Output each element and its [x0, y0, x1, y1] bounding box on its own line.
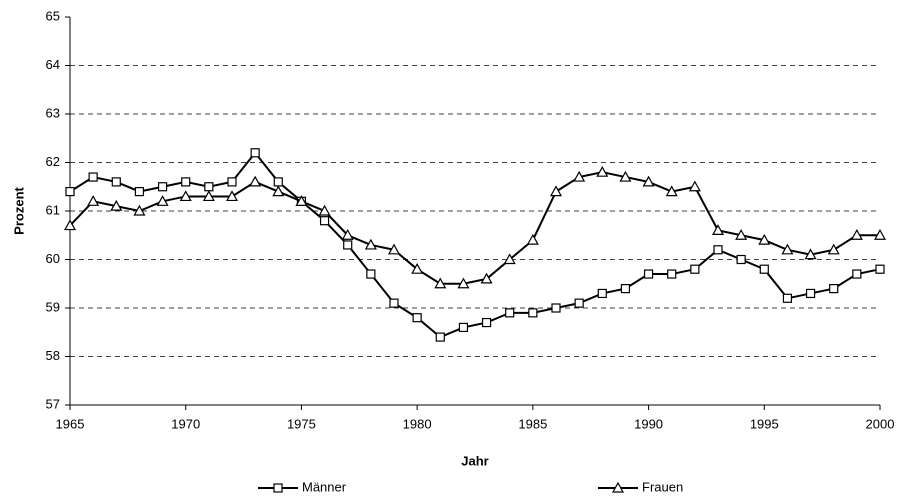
y-tick-label: 63 [46, 105, 60, 120]
data-point [480, 272, 493, 284]
data-point [852, 269, 862, 279]
data-point [181, 177, 191, 187]
data-point [667, 269, 677, 279]
data-point [318, 204, 331, 216]
y-tick-label: 64 [46, 57, 60, 72]
x-tick-label: 1970 [171, 416, 200, 431]
y-tick-label: 59 [46, 299, 60, 314]
data-point [133, 204, 146, 216]
data-point [272, 185, 285, 197]
data-point [526, 233, 539, 245]
data-point [458, 322, 469, 332]
x-tick-label: 1990 [634, 416, 663, 431]
data-point [63, 219, 77, 231]
data-point [481, 317, 492, 328]
data-point [249, 175, 262, 187]
data-point [597, 288, 607, 299]
data-point [688, 180, 701, 192]
y-tick-label: 62 [46, 154, 60, 169]
x-tick-label: 1965 [56, 416, 85, 431]
data-point [829, 284, 839, 294]
data-point [759, 264, 769, 274]
data-point [573, 170, 586, 182]
data-point [341, 229, 354, 240]
data-point [389, 298, 399, 308]
data-point [434, 277, 447, 289]
data-point [412, 313, 422, 323]
data-point [435, 332, 445, 342]
data-point [713, 245, 723, 255]
legend-label: Männer [302, 479, 347, 494]
data-point [619, 170, 632, 182]
x-tick-label: 2000 [866, 416, 895, 431]
data-point [782, 293, 793, 303]
data-point [503, 253, 516, 265]
data-point [758, 233, 771, 245]
data-point [319, 216, 330, 226]
legend-label: Frauen [642, 479, 683, 494]
data-point [179, 190, 192, 202]
data-point [110, 199, 123, 211]
data-point [804, 248, 817, 260]
data-point [250, 148, 260, 158]
data-point [620, 284, 631, 294]
data-point [343, 240, 353, 250]
data-point [111, 177, 121, 187]
data-point [273, 177, 283, 187]
legend-marker [611, 481, 625, 493]
data-point [364, 238, 377, 250]
data-point [156, 195, 169, 206]
x-tick-label: 1980 [403, 416, 432, 431]
data-point [88, 172, 98, 182]
data-point [781, 243, 794, 255]
data-point [65, 187, 75, 197]
data-point [873, 229, 887, 240]
data-point [642, 175, 655, 187]
data-point [528, 308, 538, 318]
data-point [549, 185, 563, 197]
y-tick-label: 65 [46, 8, 60, 23]
x-tick-label: 1975 [287, 416, 316, 431]
data-point [850, 229, 863, 240]
data-point [711, 224, 725, 235]
data-point [596, 165, 609, 177]
data-point [551, 303, 561, 313]
data-point [665, 185, 678, 197]
data-point [735, 229, 748, 240]
data-point [690, 264, 700, 274]
data-point [157, 182, 168, 192]
data-point [204, 182, 214, 192]
data-point [227, 177, 237, 187]
y-tick-label: 58 [46, 348, 60, 363]
data-point [202, 190, 215, 202]
data-point [295, 195, 308, 206]
data-point [134, 187, 145, 197]
data-point [387, 243, 401, 255]
x-tick-label: 1995 [750, 416, 779, 431]
data-point [875, 264, 885, 274]
data-point [411, 262, 424, 274]
y-tick-label: 60 [46, 251, 60, 266]
data-point [87, 195, 100, 206]
data-point [643, 269, 654, 279]
data-point [457, 277, 470, 289]
data-point [366, 269, 376, 279]
x-axis-label: Jahr [461, 453, 488, 468]
data-point [505, 308, 515, 318]
series-line [69, 151, 881, 339]
data-point [574, 298, 584, 308]
x-tick-label: 1985 [518, 416, 547, 431]
y-axis-label: Prozent [11, 186, 26, 234]
data-point [805, 288, 816, 299]
data-point [225, 190, 239, 202]
data-point [827, 243, 840, 255]
y-tick-label: 61 [46, 202, 60, 217]
y-tick-label: 57 [46, 396, 60, 411]
legend-marker [273, 483, 283, 493]
data-point [736, 254, 746, 265]
